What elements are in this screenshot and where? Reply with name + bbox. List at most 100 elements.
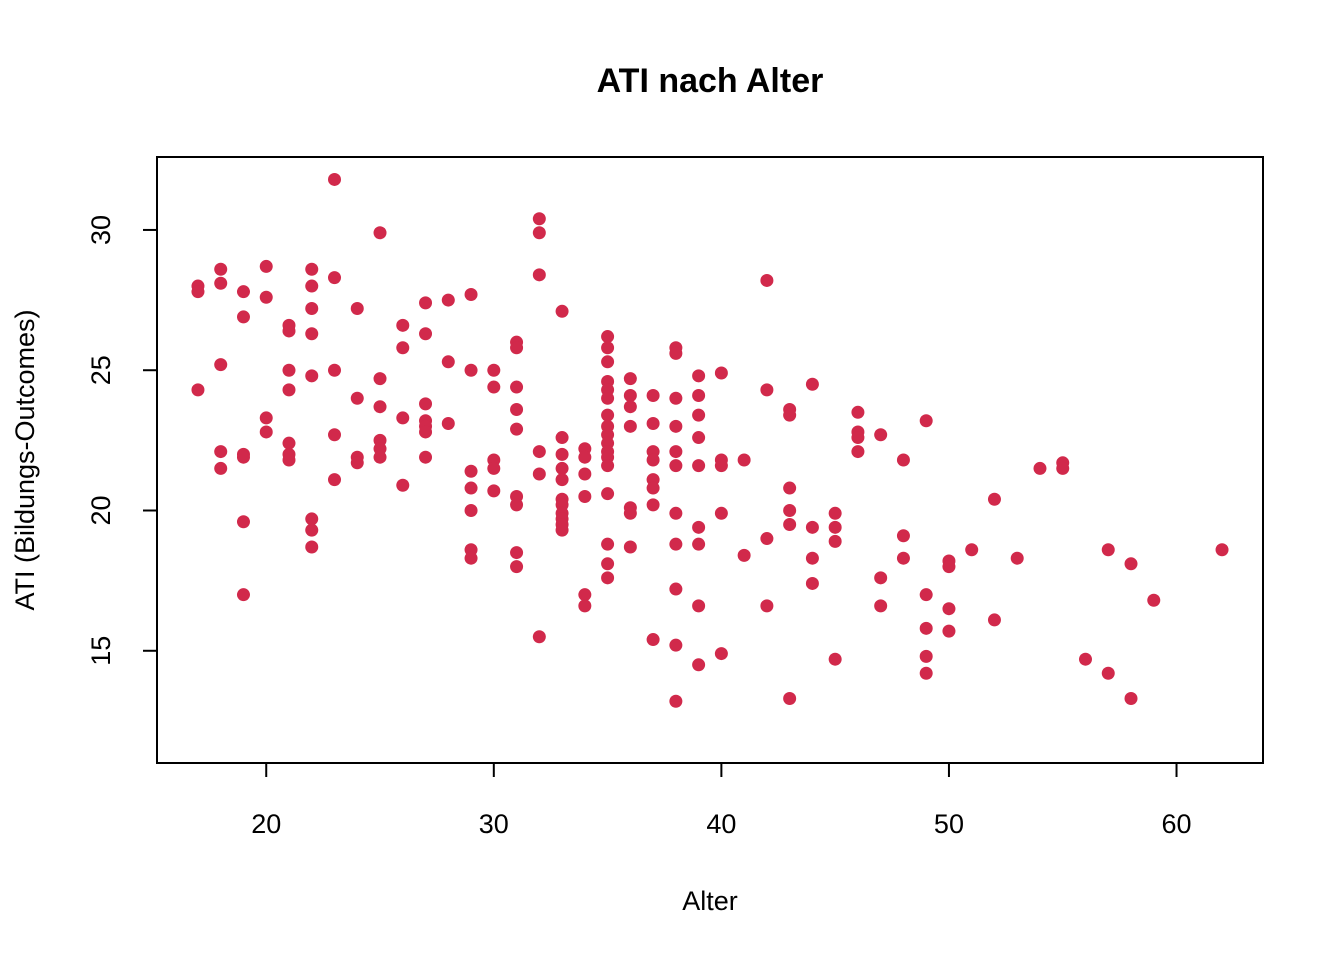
data-point <box>646 498 660 512</box>
data-point <box>305 262 319 276</box>
data-point <box>214 276 228 290</box>
data-point <box>669 419 683 433</box>
data-point <box>623 400 637 414</box>
data-point <box>783 408 797 422</box>
data-point <box>828 534 842 548</box>
data-point <box>555 523 569 537</box>
data-point <box>532 268 546 282</box>
data-point <box>669 537 683 551</box>
data-point <box>191 285 205 299</box>
data-point <box>646 417 660 431</box>
data-point <box>282 324 296 338</box>
data-point <box>1124 557 1138 571</box>
data-point <box>601 459 615 473</box>
data-point <box>783 504 797 517</box>
data-point <box>373 226 387 240</box>
data-point <box>623 388 637 402</box>
data-point <box>805 551 819 565</box>
x-tick-label: 50 <box>934 809 964 839</box>
data-point <box>305 327 319 341</box>
data-point <box>1078 652 1092 666</box>
x-tick-label: 60 <box>1161 809 1191 839</box>
data-point <box>942 624 956 638</box>
data-point <box>373 372 387 386</box>
data-point <box>510 403 524 416</box>
data-point <box>555 473 569 487</box>
data-point <box>441 293 455 307</box>
data-point <box>601 537 615 551</box>
x-axis-label: Alter <box>682 886 738 916</box>
data-point <box>396 478 410 492</box>
data-point <box>305 369 319 383</box>
data-point <box>236 310 250 324</box>
data-point <box>532 467 546 481</box>
data-point <box>692 520 706 534</box>
data-point <box>601 487 615 501</box>
data-point <box>942 560 956 574</box>
data-point <box>623 506 637 520</box>
data-point <box>601 341 615 355</box>
data-point <box>259 259 273 273</box>
data-point <box>601 355 615 369</box>
y-axis: 15 20 25 30 <box>86 215 158 666</box>
data-point <box>805 576 819 590</box>
data-point <box>874 571 888 585</box>
data-point <box>919 588 933 602</box>
data-point <box>555 304 569 318</box>
data-point <box>305 540 319 554</box>
data-point <box>236 515 250 529</box>
data-point <box>623 372 637 386</box>
data-point <box>419 397 433 411</box>
data-point <box>646 453 660 467</box>
data-point <box>874 428 888 442</box>
data-point <box>555 461 569 475</box>
data-point <box>510 380 524 394</box>
data-point <box>236 285 250 299</box>
data-point <box>669 445 683 459</box>
data-point <box>259 290 273 304</box>
data-point <box>328 271 342 285</box>
data-point <box>214 445 228 459</box>
data-point <box>578 467 592 481</box>
data-point <box>305 302 319 315</box>
data-point <box>692 459 706 473</box>
data-point <box>1124 691 1138 705</box>
data-point <box>760 532 774 546</box>
data-point <box>783 518 797 532</box>
data-point <box>555 447 569 461</box>
data-point <box>714 506 728 520</box>
data-point <box>987 613 1001 627</box>
y-tick-label: 15 <box>86 636 116 666</box>
data-point <box>350 302 364 315</box>
data-point <box>350 456 364 470</box>
chart-title: ATI nach Alter <box>597 62 824 100</box>
data-point <box>464 464 478 478</box>
data-point <box>328 172 342 186</box>
data-point <box>692 658 706 672</box>
data-point <box>214 358 228 372</box>
data-point <box>805 520 819 534</box>
data-point <box>1010 551 1024 565</box>
data-point <box>373 400 387 414</box>
data-point <box>464 504 478 517</box>
data-point <box>851 431 865 445</box>
data-point <box>601 571 615 585</box>
data-point <box>987 492 1001 506</box>
data-point <box>305 512 319 526</box>
data-point <box>601 557 615 571</box>
data-point <box>669 346 683 360</box>
y-axis-label: ATI (Bildungs-Outcomes) <box>10 309 40 610</box>
data-point <box>874 599 888 613</box>
data-point <box>783 481 797 495</box>
x-tick-label: 20 <box>251 809 281 839</box>
data-point <box>760 599 774 613</box>
data-point <box>1101 666 1115 680</box>
data-point <box>487 461 501 475</box>
x-axis: 20 30 40 50 60 <box>251 762 1192 839</box>
data-point <box>464 287 478 301</box>
data-point <box>646 388 660 402</box>
data-point <box>760 273 774 287</box>
data-point <box>305 279 319 293</box>
data-point <box>214 461 228 475</box>
